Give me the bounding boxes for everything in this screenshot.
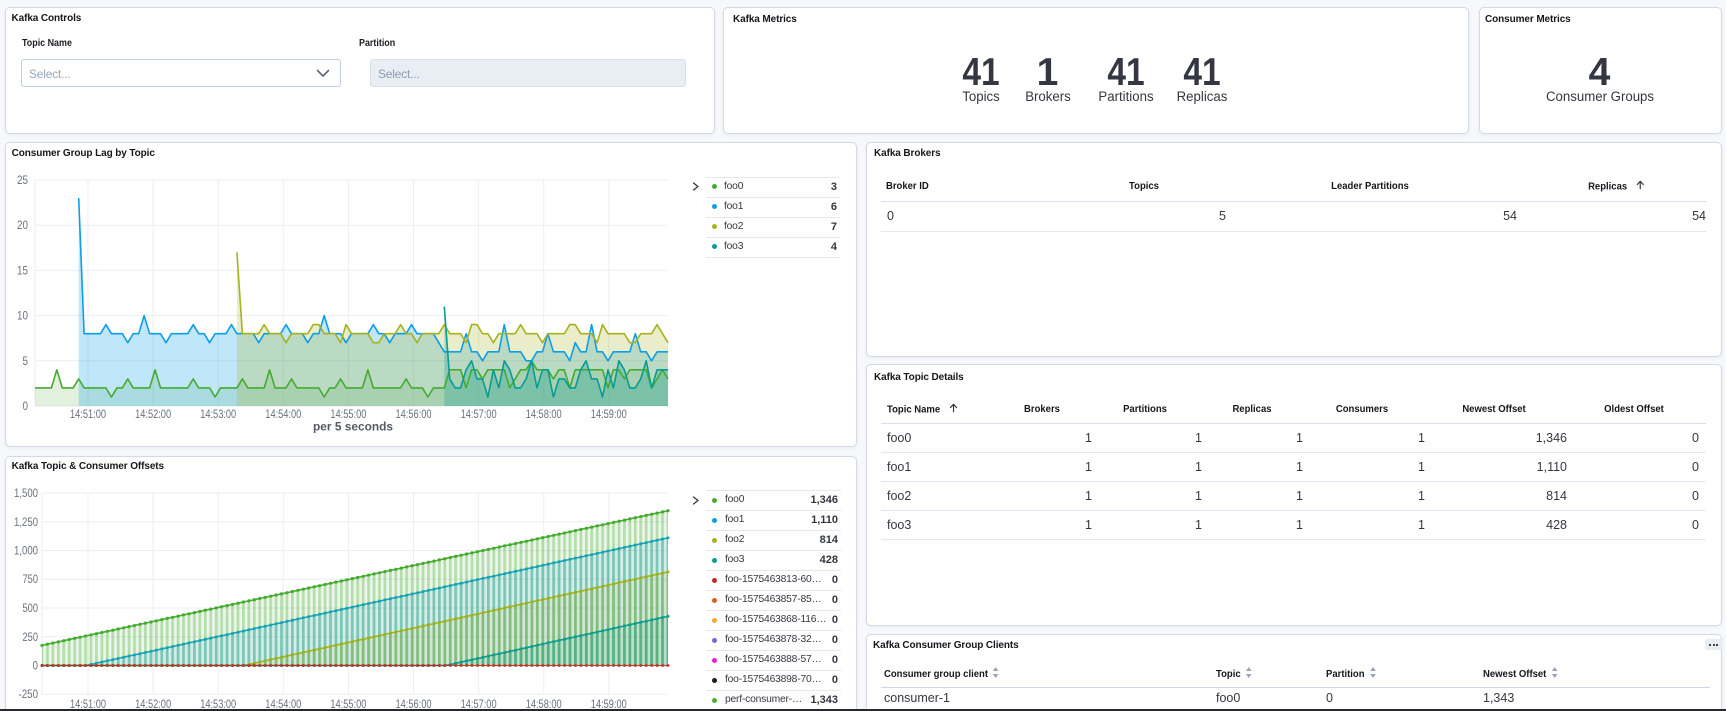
svg-text:14:56:00: 14:56:00 [396,409,432,421]
svg-text:5: 5 [23,356,29,368]
svg-text:14:59:00: 14:59:00 [591,699,627,711]
svg-text:14:59:00: 14:59:00 [591,409,627,421]
svg-text:14:58:00: 14:58:00 [526,409,562,421]
svg-text:0: 0 [23,401,29,413]
svg-text:750: 750 [23,574,39,586]
svg-text:14:55:00: 14:55:00 [330,699,366,711]
svg-text:1,000: 1,000 [14,546,38,558]
svg-text:20: 20 [17,220,28,232]
svg-text:500: 500 [23,603,39,615]
svg-text:14:57:00: 14:57:00 [461,699,497,711]
svg-text:14:58:00: 14:58:00 [526,699,562,711]
svg-text:14:53:00: 14:53:00 [200,409,236,421]
svg-text:-250: -250 [19,689,39,701]
svg-text:14:53:00: 14:53:00 [200,699,236,711]
svg-text:14:57:00: 14:57:00 [461,409,497,421]
svg-text:250: 250 [23,632,39,644]
svg-text:0: 0 [33,661,39,673]
svg-text:14:55:00: 14:55:00 [330,409,366,421]
svg-text:14:51:00: 14:51:00 [70,409,106,421]
svg-text:14:52:00: 14:52:00 [135,699,171,711]
svg-text:15: 15 [17,265,28,277]
svg-text:14:52:00: 14:52:00 [135,409,171,421]
svg-text:14:54:00: 14:54:00 [265,699,301,711]
svg-text:1,250: 1,250 [14,517,38,529]
svg-text:14:54:00: 14:54:00 [265,409,301,421]
svg-text:25: 25 [17,175,28,187]
svg-text:14:56:00: 14:56:00 [396,699,432,711]
svg-text:14:51:00: 14:51:00 [70,699,106,711]
svg-text:per 5 seconds: per 5 seconds [313,420,393,434]
svg-text:10: 10 [17,311,28,323]
svg-text:1,500: 1,500 [14,488,38,500]
